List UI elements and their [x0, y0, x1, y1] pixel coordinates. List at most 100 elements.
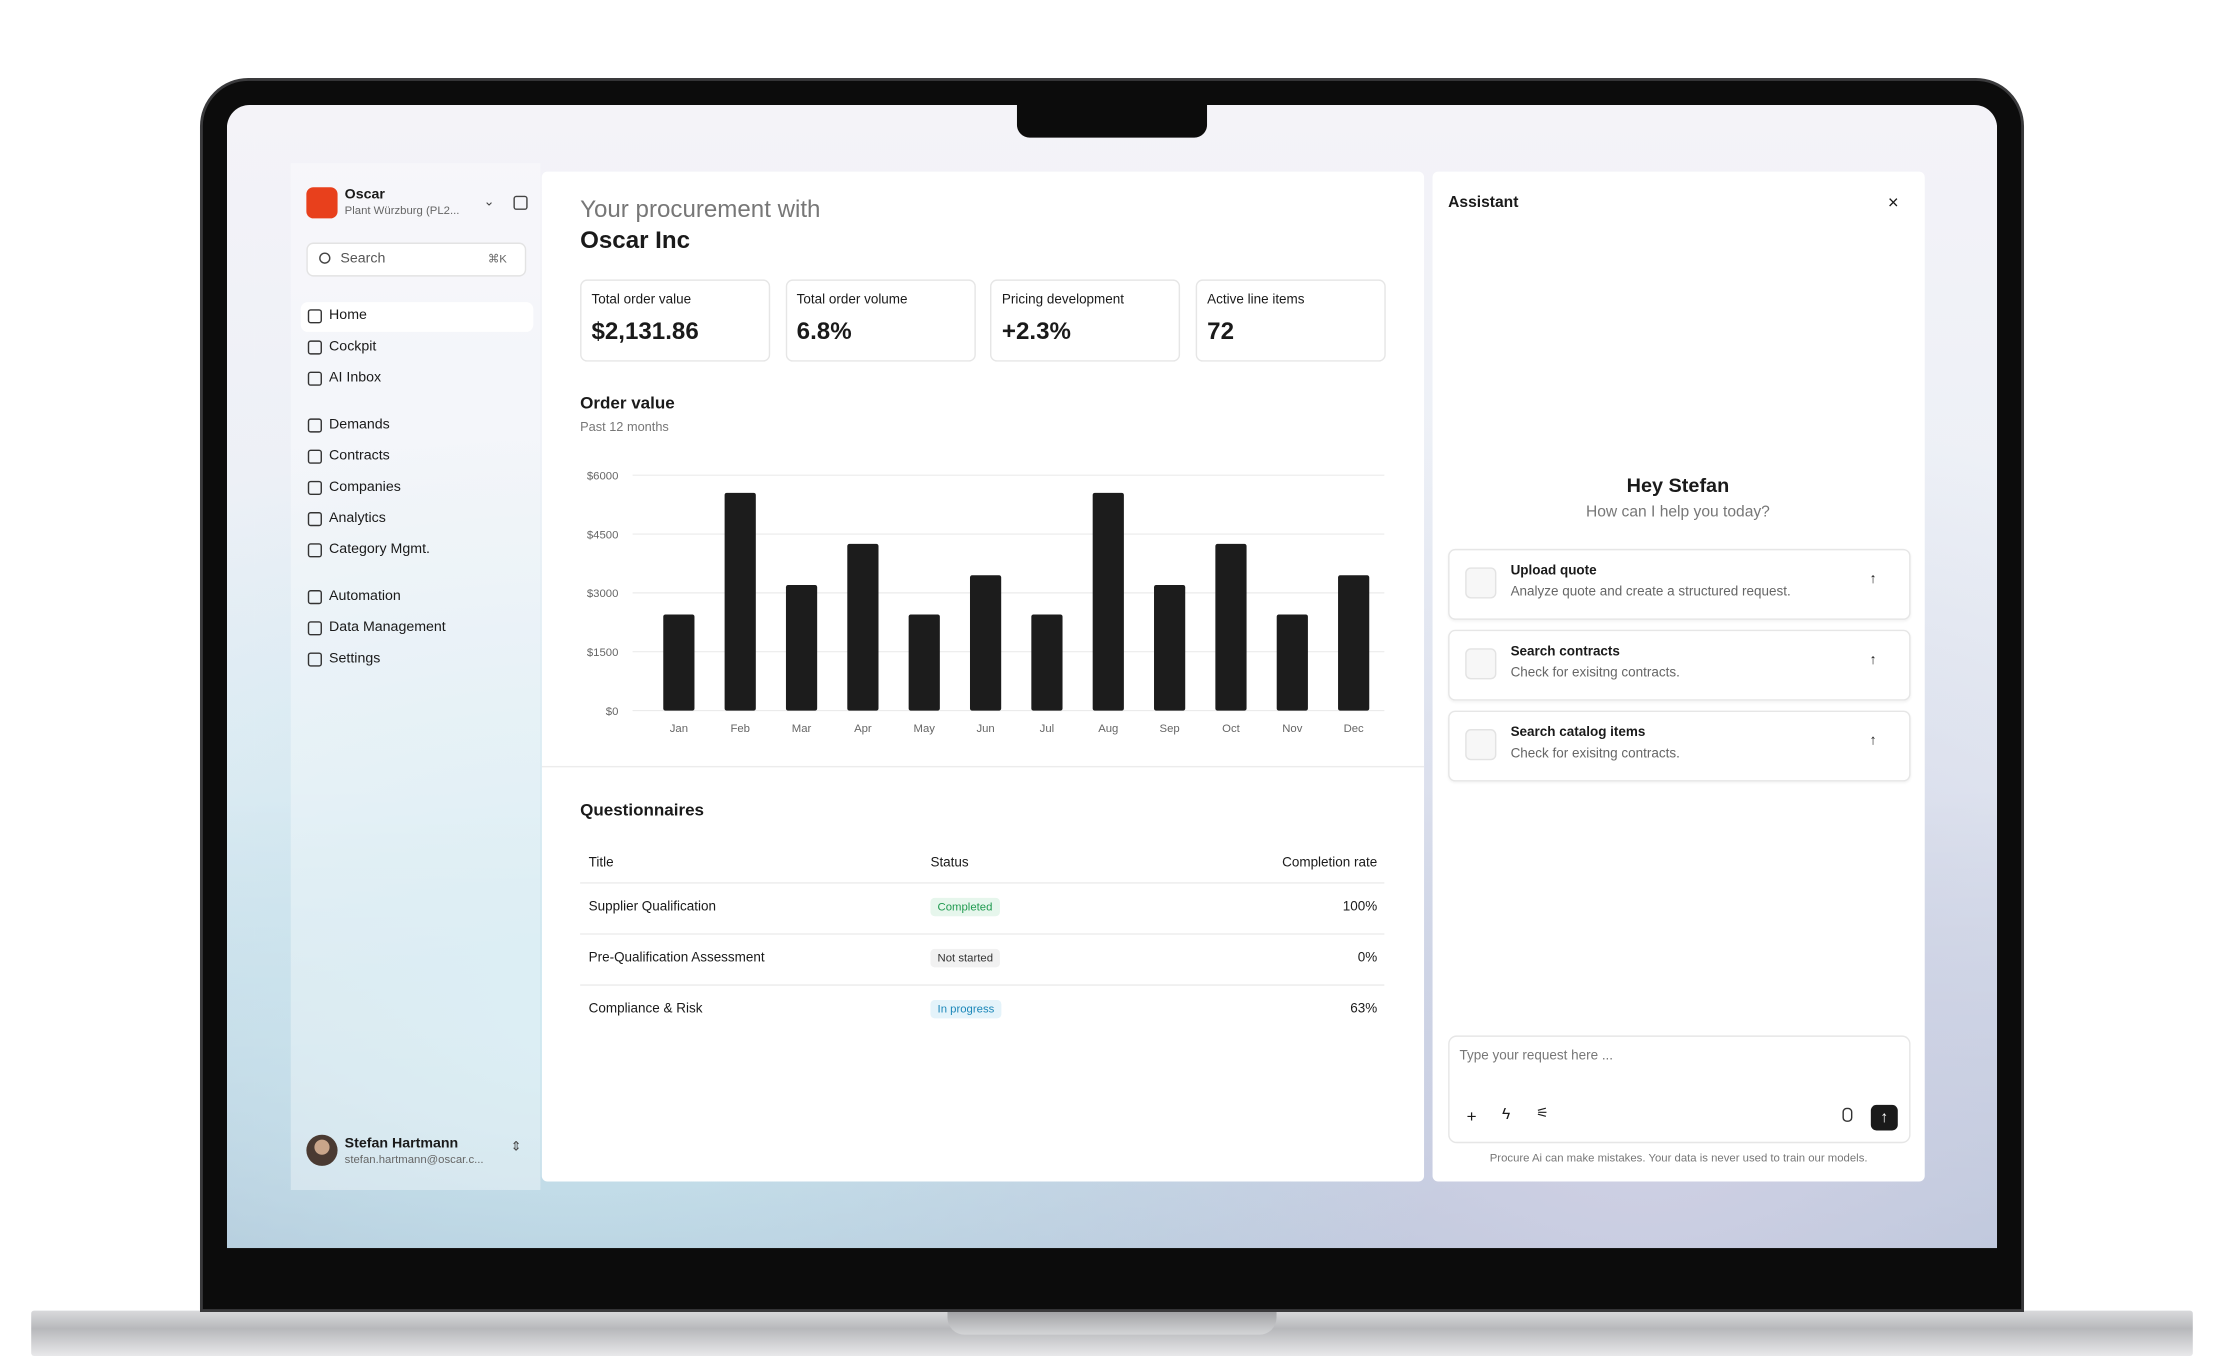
main-title-line1: Your procurement with	[580, 195, 821, 223]
nav-item[interactable]: AI Inbox	[329, 370, 382, 386]
x-tick-label: Mar	[792, 723, 812, 735]
mic-button[interactable]	[1842, 1107, 1853, 1122]
table-header: Completion rate	[1282, 855, 1378, 871]
bar	[1338, 575, 1370, 711]
base-notch	[947, 1310, 1277, 1335]
sidebar	[290, 163, 541, 1191]
nav-item[interactable]: Data Management	[329, 619, 446, 636]
action-title: Search catalog items	[1510, 724, 1646, 741]
nav-icon	[307, 590, 322, 605]
kpi-value: 72	[1207, 317, 1235, 345]
kpi-card	[580, 279, 771, 362]
close-button[interactable]: ×	[1887, 191, 1899, 213]
nav-item[interactable]: Cockpit	[329, 338, 377, 355]
user-menu[interactable]: ⇕	[510, 1138, 522, 1154]
action-desc: Check for exisitng contracts.	[1510, 665, 1680, 681]
nav-icon	[307, 371, 322, 386]
bar	[1215, 543, 1247, 711]
greeting: Hey Stefan	[1626, 473, 1730, 497]
action-arrow[interactable]: ↑	[1869, 733, 1877, 749]
x-tick-label: Jun	[976, 723, 994, 735]
nav-icon	[307, 480, 322, 496]
add-button[interactable]: +	[1466, 1106, 1477, 1127]
nav-icon	[307, 621, 322, 636]
bar	[969, 575, 1002, 711]
nav-item[interactable]: Companies	[329, 479, 401, 496]
org-name: Oscar	[344, 187, 385, 203]
x-tick-label: Jan	[670, 723, 688, 735]
nav-icon	[307, 449, 322, 464]
bar	[724, 492, 756, 711]
completion-rate: 0%	[1357, 950, 1378, 966]
x-tick-label: Feb	[730, 723, 750, 735]
nav-icon	[307, 309, 322, 324]
action-arrow[interactable]: ↑	[1869, 652, 1877, 669]
user-email: stefan.hartmann@oscar.c...	[344, 1153, 484, 1166]
kpi-label: Active line items	[1207, 292, 1305, 308]
nav-item[interactable]: Automation	[329, 588, 401, 605]
divider	[541, 765, 1425, 768]
org-logo[interactable]	[306, 187, 338, 219]
user-name: Stefan Hartmann	[344, 1136, 459, 1152]
x-tick-label: Jul	[1040, 723, 1054, 735]
action-card[interactable]	[1448, 548, 1911, 620]
kpi-value: $2,131.86	[591, 317, 699, 345]
search-box[interactable]	[306, 242, 527, 277]
send-button[interactable]: ↑	[1870, 1104, 1898, 1131]
action-icon	[1465, 648, 1497, 680]
nav-icon	[307, 652, 322, 667]
action-icon	[1465, 729, 1497, 761]
chat-placeholder: Type your request here ...	[1459, 1048, 1614, 1064]
y-tick-label: $3000	[587, 588, 619, 600]
bar	[1276, 614, 1308, 711]
nav-icon	[307, 543, 322, 558]
search-placeholder: Search	[340, 251, 386, 267]
nav-item[interactable]: Analytics	[329, 510, 386, 527]
row-divider	[580, 882, 1385, 884]
bar	[1092, 492, 1124, 711]
status-badge: Completed	[930, 897, 1000, 917]
main-title-line2: Oscar Inc	[580, 226, 691, 254]
action-desc: Check for exisitng contracts.	[1510, 746, 1680, 762]
org-sub: Plant Würzburg (PL2...	[344, 204, 460, 218]
status-badge: In progress	[930, 999, 1002, 1019]
prompt: How can I help you today?	[1585, 503, 1770, 521]
action-card[interactable]	[1448, 710, 1911, 782]
action-title: Upload quote	[1510, 563, 1597, 579]
nav-item[interactable]: Category Mgmt.	[329, 541, 430, 558]
chart-title: Order value	[580, 392, 675, 413]
camera-notch	[1016, 104, 1208, 138]
x-tick-label: Nov	[1282, 723, 1302, 735]
nav-icon	[307, 512, 322, 527]
nav-item[interactable]: Home	[329, 307, 367, 324]
nav-item[interactable]: Contracts	[329, 448, 390, 464]
action-title: Search contracts	[1510, 643, 1620, 660]
x-tick-label: Oct	[1222, 723, 1240, 735]
sidebar-toggle[interactable]	[513, 195, 528, 210]
nav-icon	[307, 340, 322, 355]
assistant-title: Assistant	[1448, 194, 1519, 212]
questionnaires-title: Questionnaires	[580, 799, 705, 820]
search-shortcut: ⌘K	[487, 252, 507, 266]
bolt-button[interactable]: ϟ	[1502, 1106, 1511, 1124]
bar	[847, 543, 879, 711]
chat-input[interactable]	[1448, 1035, 1911, 1144]
search-icon	[319, 252, 331, 264]
user-avatar[interactable]	[306, 1134, 338, 1166]
settings-button[interactable]: ⚟	[1536, 1106, 1549, 1122]
y-tick-label: $4500	[587, 529, 619, 541]
bar	[663, 614, 695, 711]
y-tick-label: $1500	[587, 647, 619, 659]
action-arrow[interactable]: ↑	[1869, 571, 1877, 588]
kpi-label: Pricing development	[1001, 292, 1125, 308]
x-tick-label: Aug	[1098, 723, 1118, 735]
org-chevron[interactable]: ⌄	[483, 194, 495, 209]
nav-item[interactable]: Settings	[329, 651, 381, 667]
nav-item[interactable]: Demands	[329, 417, 390, 433]
bar	[1031, 614, 1063, 711]
chart-subtitle: Past 12 months	[580, 419, 669, 435]
action-card[interactable]	[1448, 629, 1911, 701]
status-badge: Not started	[930, 948, 1001, 968]
kpi-card	[1195, 279, 1386, 362]
